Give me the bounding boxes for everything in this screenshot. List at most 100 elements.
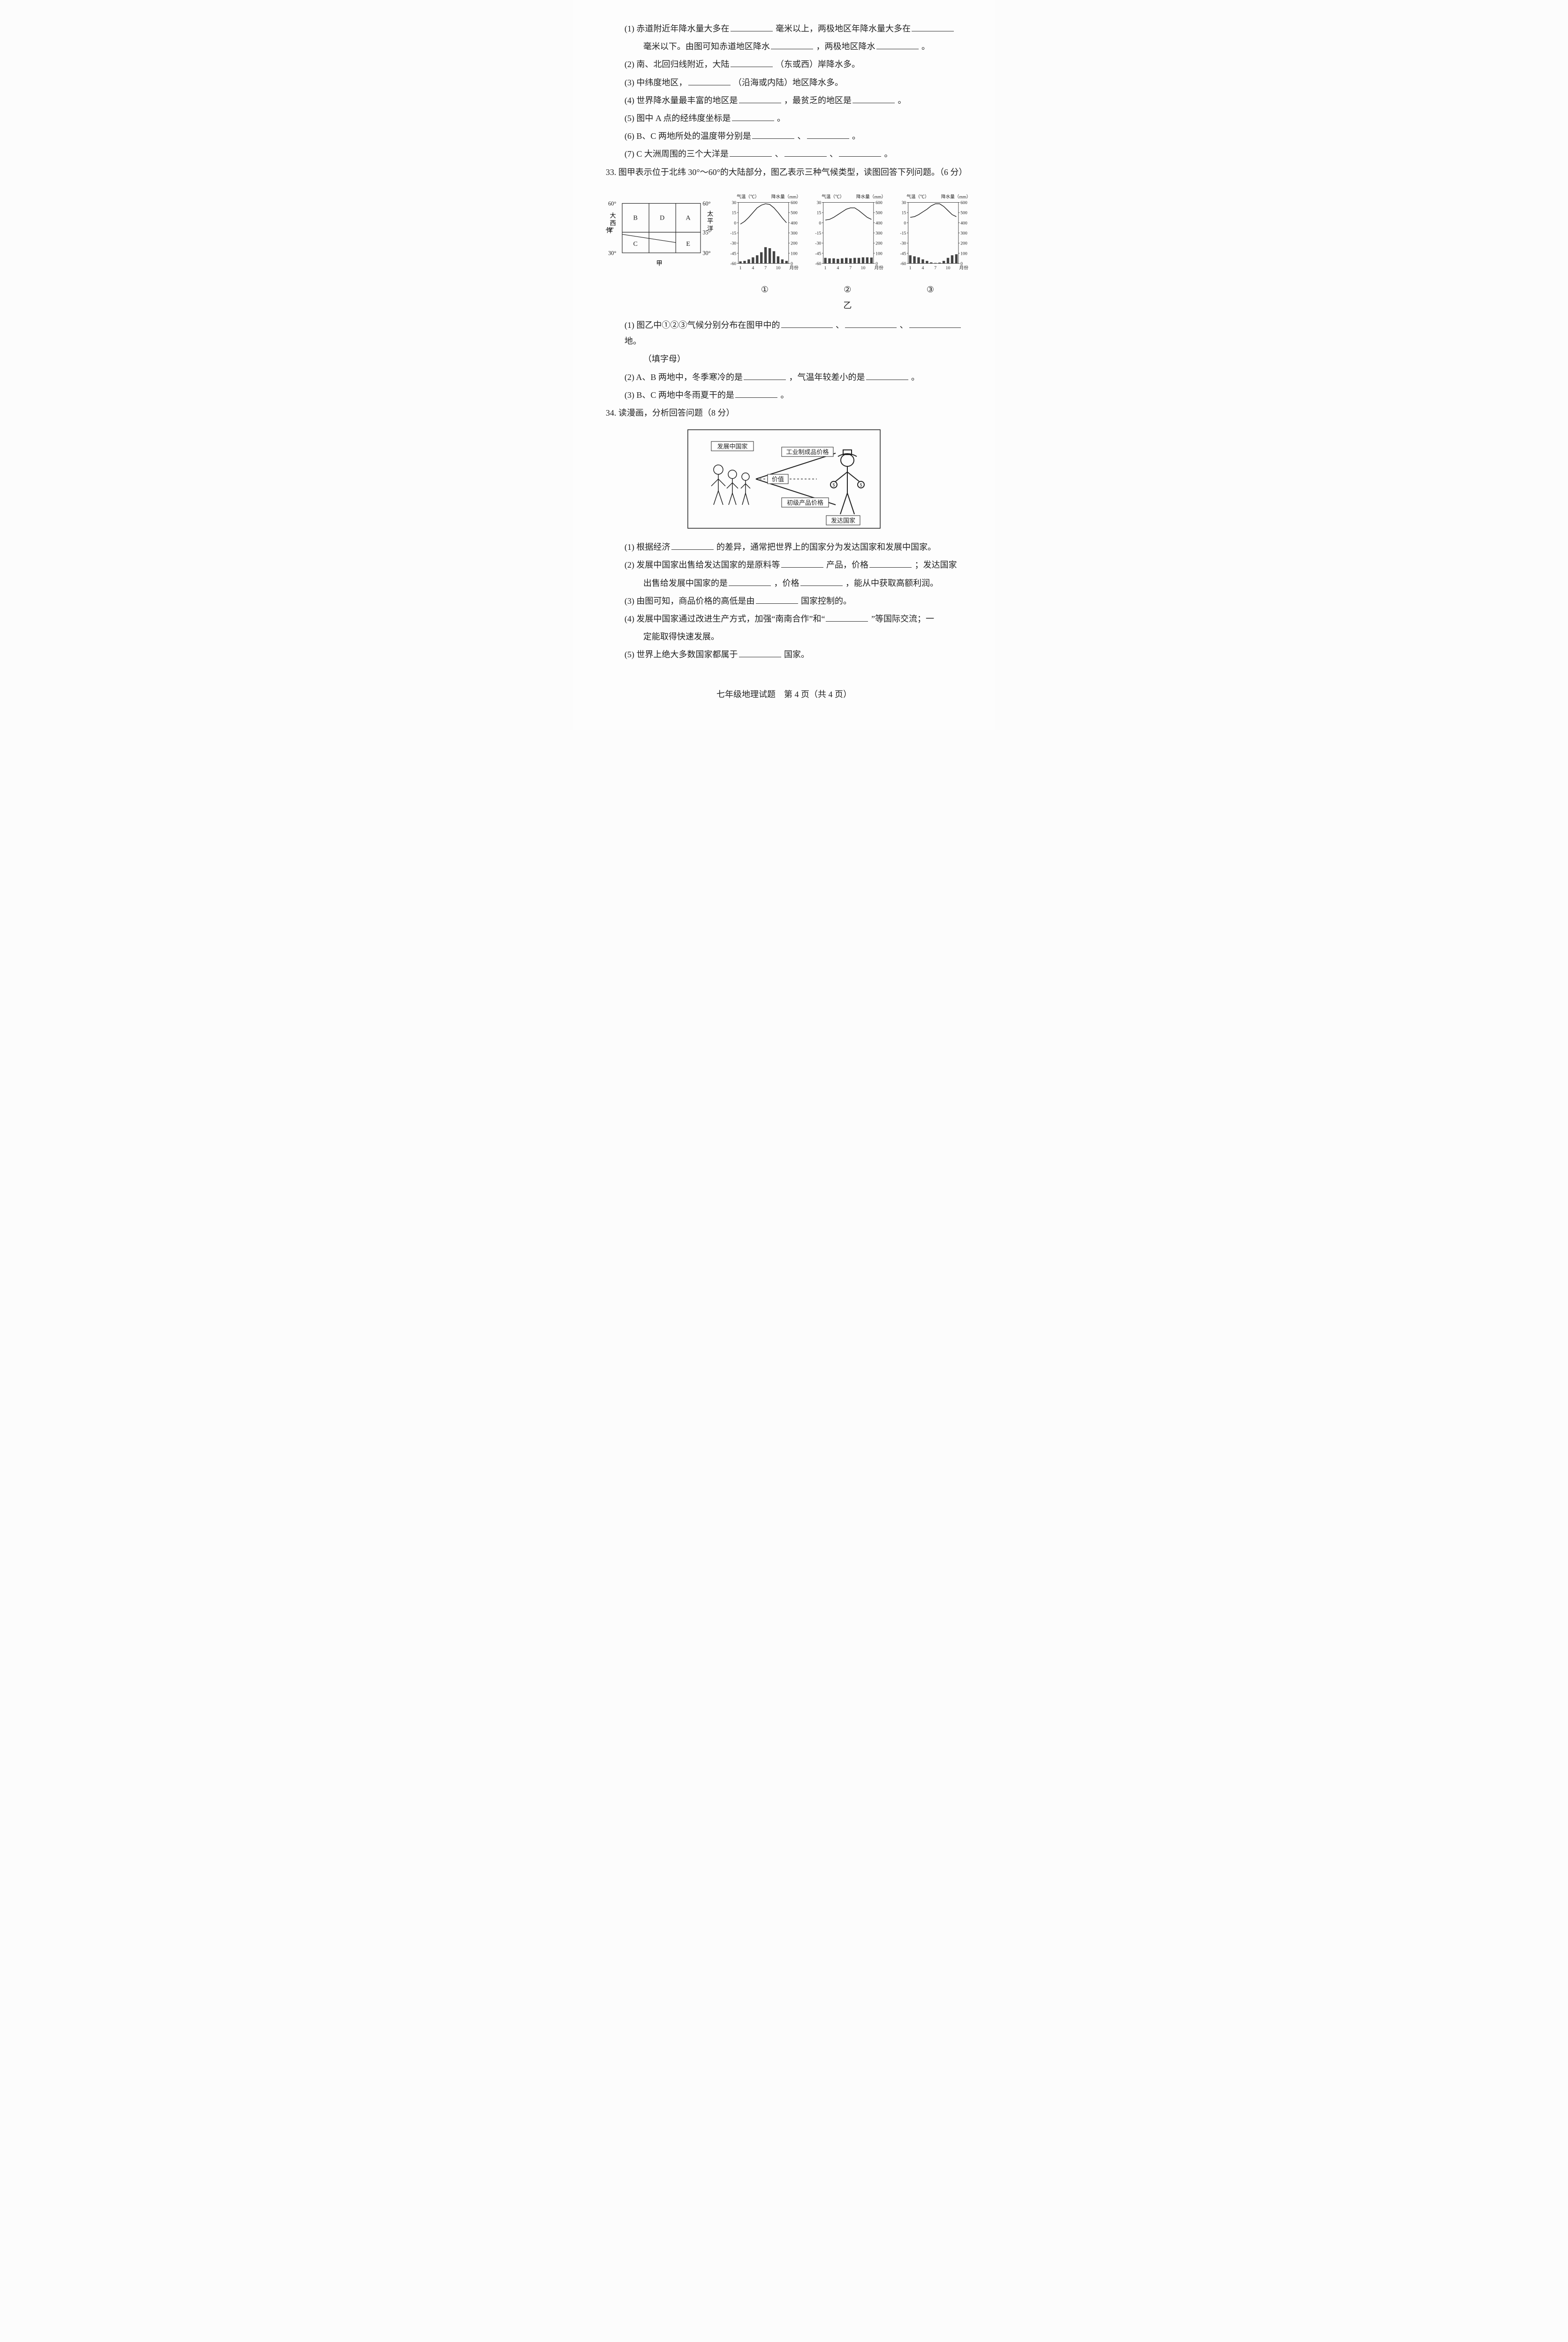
svg-text:-60: -60 [731, 261, 737, 266]
item-num: (5) [624, 114, 634, 123]
top-label: 工业制成品价格 [786, 449, 829, 456]
svg-text:$: $ [860, 483, 862, 488]
blank [853, 94, 895, 103]
text: （填字母） [643, 354, 685, 364]
svg-text:-15: -15 [815, 231, 822, 236]
blank [752, 130, 794, 139]
right-ocean-1: 太 [707, 210, 713, 217]
svg-text:月份: 月份 [875, 265, 884, 270]
dev-label: 发展中国家 [717, 443, 747, 450]
text: 地。 [624, 336, 641, 346]
svg-text:15: 15 [732, 210, 737, 215]
svg-text:0: 0 [904, 221, 906, 226]
q34-stem: 34. 读漫画，分析回答问题（8 分） [596, 405, 972, 421]
q32-2: (2) 南、北回归线附近，大陆 （东或西）岸降水多。 [596, 56, 972, 72]
svg-text:600: 600 [791, 200, 798, 205]
left-ocean-2: 西 [610, 220, 616, 227]
text: 中纬度地区， [637, 78, 687, 87]
item-num: (4) [624, 614, 634, 624]
q32-3: (3) 中纬度地区， （沿海或内陆）地区降水多。 [596, 75, 972, 91]
right-ocean-3: 洋 [707, 225, 713, 232]
text: 。 [781, 390, 789, 400]
text: 由图可知，商品价格的高低是由 [637, 596, 755, 606]
svg-text:600: 600 [875, 200, 883, 205]
blank [730, 148, 772, 157]
blank [735, 389, 777, 398]
q-num: 34. [606, 408, 617, 418]
text: 毫米以下。由图可知赤道地区降水 [643, 42, 770, 51]
svg-text:100: 100 [960, 251, 967, 256]
svg-text:月份: 月份 [959, 265, 969, 270]
svg-text:-30: -30 [815, 241, 822, 246]
q34-2-line2: 出售给发展中国家的是 ，价格 ，能从中获取高额利润。 [596, 575, 972, 591]
text: ，气温年较差小的是 [789, 373, 865, 382]
svg-text:200: 200 [875, 241, 883, 246]
q33-3: (3) B、C 两地中冬雨夏干的是 。 [596, 387, 972, 403]
item-num: (6) [624, 131, 634, 141]
text: 发展中国家出售给发达国家的是原料等 [637, 560, 780, 570]
blank [784, 148, 827, 157]
svg-text:15: 15 [902, 210, 906, 215]
cell-D: D [660, 214, 664, 221]
svg-text:10: 10 [946, 265, 951, 270]
svg-text:400: 400 [875, 221, 883, 226]
text: 南、北回归线附近，大陆 [637, 60, 730, 69]
text: （沿海或内陆）地区降水多。 [733, 78, 843, 87]
text: ，最贫乏的地区是 [784, 96, 852, 105]
svg-text:300: 300 [875, 231, 883, 236]
q33-1: (1) 图乙中①②③气候分别分布在图甲中的 、 、 地。 [596, 317, 972, 349]
svg-text:-45: -45 [731, 251, 737, 256]
svg-text:500: 500 [791, 210, 798, 215]
text: ”等国际交流；一 [871, 614, 934, 624]
svg-text:4: 4 [752, 265, 754, 270]
svg-text:0: 0 [734, 221, 737, 226]
blank [781, 559, 823, 568]
q32-5: (5) 图中 A 点的经纬度坐标是 。 [596, 110, 972, 126]
text: 发展中国家通过改进生产方式，加强“南南合作”和“ [637, 614, 825, 624]
text: 根据经济 [637, 542, 670, 552]
page-footer: 七年级地理试题 第 4 页（共 4 页） [596, 686, 972, 702]
svg-text:4: 4 [837, 265, 839, 270]
svg-text:$: $ [833, 483, 835, 488]
right-ocean-2: 平 [707, 217, 713, 224]
bottom-label: 初级产品价格 [787, 499, 823, 506]
svg-text:200: 200 [791, 241, 798, 246]
q34-cartoon: 发展中国家 工业制成品价格 价值 初级产品价格 发达国家 [596, 427, 972, 531]
blank [826, 613, 868, 622]
rlat-60: 60° [702, 200, 710, 207]
text: 世界上绝大多数国家都属于 [637, 650, 738, 659]
item-num: (2) [624, 373, 634, 382]
item-num: (2) [624, 60, 634, 69]
text: 赤道附近年降水量大多在 [637, 24, 730, 33]
svg-text:气温（℃）: 气温（℃） [737, 194, 759, 199]
text: 、 [775, 149, 784, 159]
cartoon-svg: 发展中国家 工业制成品价格 价值 初级产品价格 发达国家 [685, 427, 883, 531]
rlat-30: 30° [702, 250, 710, 256]
q33-1-tail: （填字母） [596, 351, 972, 367]
svg-text:0: 0 [819, 221, 822, 226]
svg-text:100: 100 [791, 251, 798, 256]
item-num: (2) [624, 560, 634, 570]
blank [912, 23, 954, 31]
text: 、 [830, 149, 838, 159]
text: 、 [798, 131, 806, 141]
blank [800, 577, 843, 586]
text: 、 [836, 320, 844, 330]
item-num: (7) [624, 149, 634, 159]
svg-text:-30: -30 [731, 241, 737, 246]
text: 出售给发展中国家的是 [643, 578, 728, 588]
item-num: (5) [624, 650, 634, 659]
cell-E: E [686, 240, 690, 248]
left-ocean-yang: 洋 [607, 227, 613, 234]
svg-text:15: 15 [817, 210, 822, 215]
svg-text:400: 400 [791, 221, 798, 226]
text: B、C 两地所处的温度带分别是 [637, 131, 752, 141]
text: 国家。 [784, 650, 809, 659]
text: 图乙中①②③气候分别分布在图甲中的 [637, 320, 780, 330]
text: 。 [911, 373, 920, 382]
chart3-id: ③ [889, 281, 972, 313]
svg-text:1: 1 [739, 265, 742, 270]
q34-2: (2) 发展中国家出售给发达国家的是原料等 产品，价格 ；发达国家 [596, 557, 972, 573]
cell-C: C [633, 240, 638, 248]
blank [866, 371, 908, 380]
